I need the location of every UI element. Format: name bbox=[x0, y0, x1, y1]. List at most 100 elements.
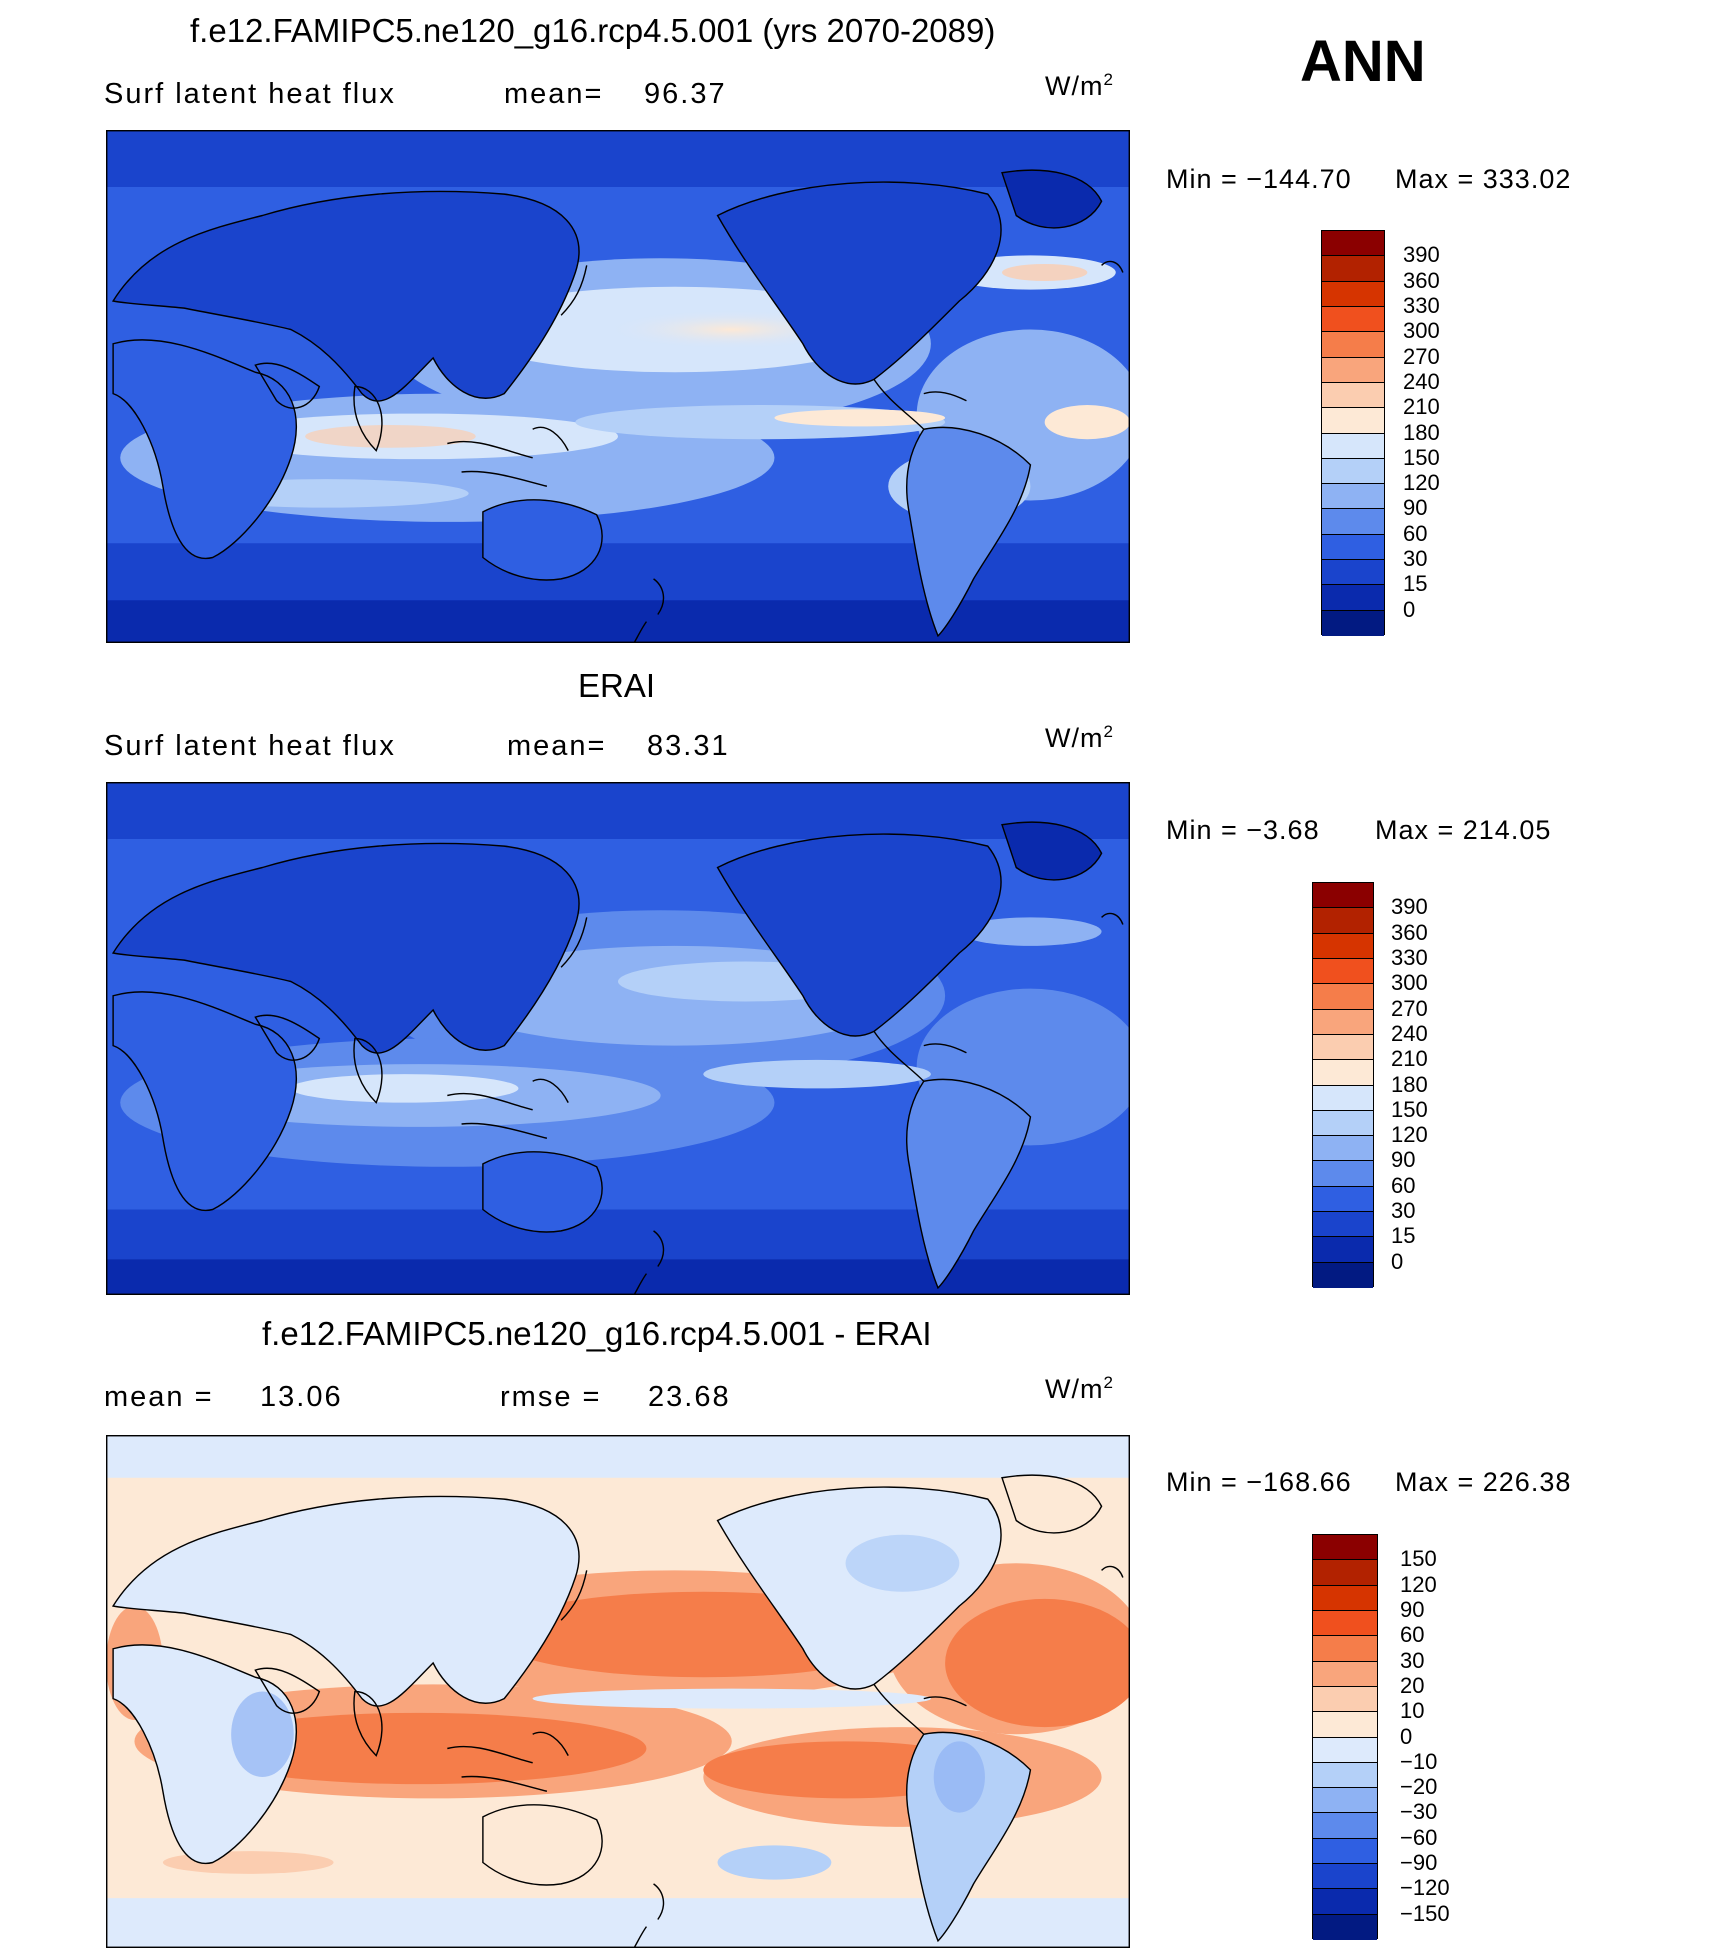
panel1-title: f.e12.FAMIPC5.ne120_g16.rcp4.5.001 (yrs … bbox=[190, 12, 996, 49]
colorbar-tick-label: 0 bbox=[1403, 596, 1416, 622]
panel1-colorbar bbox=[1321, 230, 1385, 636]
colorbar-tick-label: −30 bbox=[1400, 1799, 1438, 1825]
colorbar-box bbox=[1313, 1009, 1373, 1035]
panel1-mean-label: mean= bbox=[504, 78, 604, 110]
colorbar-tick-label: 330 bbox=[1391, 944, 1428, 970]
colorbar-tick-label: 210 bbox=[1403, 394, 1440, 420]
colorbar-box bbox=[1313, 1914, 1377, 1940]
colorbar-box bbox=[1322, 458, 1384, 485]
colorbar-box bbox=[1322, 433, 1384, 459]
colorbar-box bbox=[1322, 484, 1384, 510]
colorbar-box bbox=[1322, 382, 1384, 409]
colorbar-box bbox=[1313, 1661, 1377, 1687]
panel3-max: Max = 226.38 bbox=[1395, 1467, 1572, 1497]
colorbar-box bbox=[1313, 1535, 1377, 1561]
panel3-rmse-value: 23.68 bbox=[648, 1381, 731, 1413]
colorbar-tick-label: 330 bbox=[1403, 292, 1440, 318]
panel2-min: Min = −3.68 bbox=[1166, 815, 1320, 845]
colorbar-box bbox=[1322, 560, 1384, 586]
panel2-colorbar bbox=[1312, 882, 1374, 1288]
colorbar-tick-label: 10 bbox=[1400, 1698, 1425, 1724]
colorbar-tick-label: 60 bbox=[1403, 520, 1428, 546]
colorbar-tick-label: 20 bbox=[1400, 1672, 1425, 1698]
colorbar-box bbox=[1313, 1737, 1377, 1763]
panel3-units: W/m2 bbox=[1045, 1373, 1114, 1404]
panel3-map bbox=[106, 1435, 1130, 1948]
colorbar-box bbox=[1322, 408, 1384, 434]
colorbar-tick-label: 150 bbox=[1403, 444, 1440, 470]
colorbar-box bbox=[1322, 610, 1384, 636]
colorbar-box bbox=[1313, 1085, 1373, 1111]
panel3-colorbar bbox=[1312, 1534, 1378, 1940]
colorbar-tick-label: 60 bbox=[1400, 1622, 1425, 1648]
colorbar-tick-label: −20 bbox=[1400, 1774, 1438, 1800]
colorbar-box bbox=[1322, 509, 1384, 535]
colorbar-tick-label: 30 bbox=[1400, 1647, 1425, 1673]
colorbar-tick-label: −60 bbox=[1400, 1824, 1438, 1850]
panel2-map bbox=[106, 782, 1130, 1295]
colorbar-box bbox=[1313, 1136, 1373, 1162]
colorbar-box bbox=[1313, 1262, 1373, 1288]
panel1-mean-value: 96.37 bbox=[644, 78, 727, 110]
colorbar-box bbox=[1322, 281, 1384, 307]
colorbar-tick-label: 15 bbox=[1403, 571, 1428, 597]
panel1-map bbox=[106, 130, 1130, 643]
colorbar-tick-label: 270 bbox=[1403, 343, 1440, 369]
colorbar-tick-label: 210 bbox=[1391, 1046, 1428, 1072]
colorbar-box bbox=[1313, 1636, 1377, 1662]
panel2-title: ERAI bbox=[578, 667, 656, 704]
colorbar-box bbox=[1322, 357, 1384, 383]
colorbar-box bbox=[1313, 883, 1373, 909]
colorbar-tick-label: 90 bbox=[1400, 1596, 1425, 1622]
colorbar-tick-label: 360 bbox=[1391, 919, 1428, 945]
panel1-units: W/m2 bbox=[1045, 70, 1114, 101]
panel2-max: Max = 214.05 bbox=[1375, 815, 1552, 845]
colorbar-box bbox=[1322, 231, 1384, 257]
colorbar-box bbox=[1313, 984, 1373, 1010]
colorbar-box bbox=[1313, 1686, 1377, 1713]
colorbar-tick-label: 120 bbox=[1403, 470, 1440, 496]
colorbar-tick-label: 15 bbox=[1391, 1223, 1416, 1249]
colorbar-box bbox=[1313, 1237, 1373, 1263]
colorbar-tick-label: −120 bbox=[1400, 1875, 1450, 1901]
colorbar-tick-label: 150 bbox=[1400, 1546, 1437, 1572]
colorbar-box bbox=[1313, 1610, 1377, 1637]
colorbar-tick-label: 390 bbox=[1391, 894, 1428, 920]
colorbar-box bbox=[1313, 1161, 1373, 1187]
colorbar-tick-label: 180 bbox=[1403, 419, 1440, 445]
colorbar-box bbox=[1322, 306, 1384, 333]
panel1-min: Min = −144.70 bbox=[1166, 164, 1352, 194]
colorbar-tick-label: 30 bbox=[1403, 546, 1428, 572]
colorbar-tick-label: 90 bbox=[1403, 495, 1428, 521]
colorbar-tick-label: 90 bbox=[1391, 1147, 1416, 1173]
colorbar-box bbox=[1322, 256, 1384, 282]
colorbar-box bbox=[1313, 1712, 1377, 1738]
panel2-mean-label: mean= bbox=[507, 730, 607, 762]
colorbar-tick-label: 270 bbox=[1391, 995, 1428, 1021]
panel3-min: Min = −168.66 bbox=[1166, 1467, 1352, 1497]
colorbar-box bbox=[1313, 1813, 1377, 1839]
colorbar-tick-label: −150 bbox=[1400, 1900, 1450, 1926]
colorbar-box bbox=[1322, 332, 1384, 358]
colorbar-box bbox=[1313, 1585, 1377, 1611]
panel2-mean-value: 83.31 bbox=[647, 730, 730, 762]
colorbar-box bbox=[1313, 1186, 1373, 1213]
colorbar-box bbox=[1313, 1060, 1373, 1086]
colorbar-box bbox=[1313, 1788, 1377, 1814]
panel1-max: Max = 333.02 bbox=[1395, 164, 1572, 194]
colorbar-box bbox=[1313, 958, 1373, 985]
colorbar-tick-label: 390 bbox=[1403, 242, 1440, 268]
colorbar-box bbox=[1313, 1762, 1377, 1789]
colorbar-tick-label: −90 bbox=[1400, 1850, 1438, 1876]
colorbar-box bbox=[1322, 585, 1384, 611]
colorbar-tick-label: 180 bbox=[1391, 1071, 1428, 1097]
colorbar-box bbox=[1313, 1560, 1377, 1586]
colorbar-box bbox=[1313, 1110, 1373, 1137]
panel2-units: W/m2 bbox=[1045, 722, 1114, 753]
colorbar-tick-label: 0 bbox=[1391, 1248, 1404, 1274]
colorbar-tick-label: 240 bbox=[1403, 368, 1440, 394]
colorbar-tick-label: 30 bbox=[1391, 1198, 1416, 1224]
colorbar-tick-label: 360 bbox=[1403, 267, 1440, 293]
panel3-title: f.e12.FAMIPC5.ne120_g16.rcp4.5.001 - ERA… bbox=[262, 1315, 932, 1352]
panel3-mean-value: 13.06 bbox=[260, 1381, 343, 1413]
